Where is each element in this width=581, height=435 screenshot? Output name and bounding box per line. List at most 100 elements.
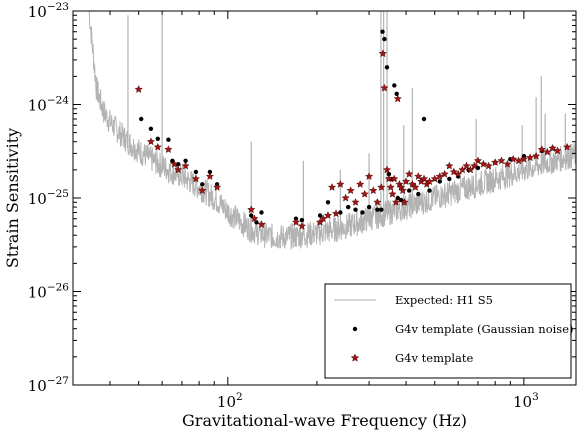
template-point — [297, 221, 307, 230]
template-point — [146, 137, 156, 146]
gaussian-point — [200, 182, 205, 187]
template-point — [411, 183, 420, 191]
template-point — [398, 186, 407, 195]
template-point — [526, 153, 535, 162]
template-point — [346, 186, 355, 195]
x-tick-label: 102 — [217, 391, 243, 411]
gaussian-point — [317, 213, 323, 218]
template-point — [445, 161, 454, 170]
g4v-template-points — [134, 49, 572, 230]
gaussian-point — [360, 210, 365, 215]
gaussian-point — [170, 158, 175, 163]
template-point — [191, 174, 200, 183]
template-point — [356, 180, 365, 188]
template-point — [440, 169, 449, 178]
template-point — [435, 172, 444, 180]
gaussian-point — [382, 36, 387, 42]
template-point — [497, 156, 506, 165]
template-point — [369, 186, 378, 195]
gaussian-point — [392, 83, 397, 88]
template-point — [198, 186, 207, 195]
template-point — [360, 189, 369, 198]
gaussian-point — [148, 126, 154, 131]
template-point — [462, 161, 471, 170]
template-point — [509, 154, 518, 163]
template-point — [393, 94, 402, 103]
template-point — [170, 159, 179, 168]
gaussian-point — [139, 116, 144, 122]
x-tick-label: 103 — [513, 391, 539, 411]
template-point — [401, 177, 411, 186]
gaussian-point — [338, 210, 343, 215]
template-point — [291, 217, 301, 226]
template-point — [250, 214, 259, 223]
y-tick-label: 10−25 — [28, 188, 69, 208]
gaussian-point — [407, 188, 412, 193]
gaussian-point — [379, 207, 384, 212]
gaussian-point — [421, 116, 427, 122]
template-point — [405, 169, 414, 178]
template-point — [430, 174, 439, 183]
template-point — [378, 49, 387, 58]
template-point — [327, 183, 337, 191]
template-point — [257, 220, 266, 229]
template-point — [205, 172, 215, 180]
gaussian-point — [394, 91, 399, 97]
gaussian-point — [427, 188, 432, 193]
gaussian-point — [353, 207, 358, 212]
legend-star-swatch — [350, 353, 360, 362]
gaussian-point — [395, 195, 400, 201]
template-point — [380, 83, 389, 92]
template-point — [425, 177, 434, 186]
template-point — [473, 156, 483, 165]
gaussian-point — [249, 213, 254, 218]
y-tick-label: 10−23 — [28, 1, 69, 21]
template-point — [212, 183, 222, 191]
template-point — [466, 165, 475, 174]
legend-dot-swatch — [352, 326, 358, 332]
template-point — [364, 172, 374, 180]
template-point — [391, 197, 401, 206]
template-point — [377, 183, 386, 191]
template-point — [181, 161, 190, 170]
expected-h1-s5-curve — [88, 11, 577, 250]
gaussian-point — [259, 210, 264, 215]
template-point — [315, 217, 325, 226]
gaussian-point — [155, 136, 160, 141]
y-tick-label: 10−26 — [28, 282, 70, 302]
template-point — [134, 85, 143, 93]
gaussian-point — [366, 204, 372, 210]
gaussian-point — [437, 179, 442, 184]
template-point — [484, 161, 493, 170]
template-point — [414, 172, 423, 180]
template-point — [323, 211, 333, 219]
template-point — [503, 159, 512, 168]
y-tick-label: 10−27 — [28, 375, 69, 395]
template-point — [386, 183, 395, 191]
template-point — [514, 156, 523, 165]
template-point — [479, 159, 488, 168]
template-point — [400, 197, 409, 206]
template-point — [153, 142, 162, 151]
gaussian-point — [416, 191, 421, 197]
gaussian-point — [207, 169, 213, 175]
gaussian-point — [193, 169, 199, 175]
gaussian-point — [325, 200, 331, 205]
gaussian-point — [375, 207, 380, 212]
template-point — [341, 193, 350, 202]
template-point — [470, 161, 479, 170]
template-point — [373, 197, 382, 206]
template-point — [351, 197, 360, 206]
template-point — [491, 158, 500, 166]
gaussian-point — [166, 137, 171, 142]
template-point — [164, 145, 173, 154]
legend-label-expected: Expected: H1 S5 — [395, 293, 493, 307]
template-point — [174, 165, 183, 174]
template-point — [382, 165, 392, 174]
gaussian-point — [475, 165, 481, 171]
legend-label-gaussian: G4v template (Gaussian noise) — [395, 322, 574, 336]
gaussian-point — [183, 158, 188, 163]
gaussian-point — [346, 204, 351, 210]
y-tick-label: 10−24 — [28, 95, 70, 115]
axis-ticks: 102 103 10−27 10−26 10−25 10−24 10−23 — [28, 1, 576, 411]
